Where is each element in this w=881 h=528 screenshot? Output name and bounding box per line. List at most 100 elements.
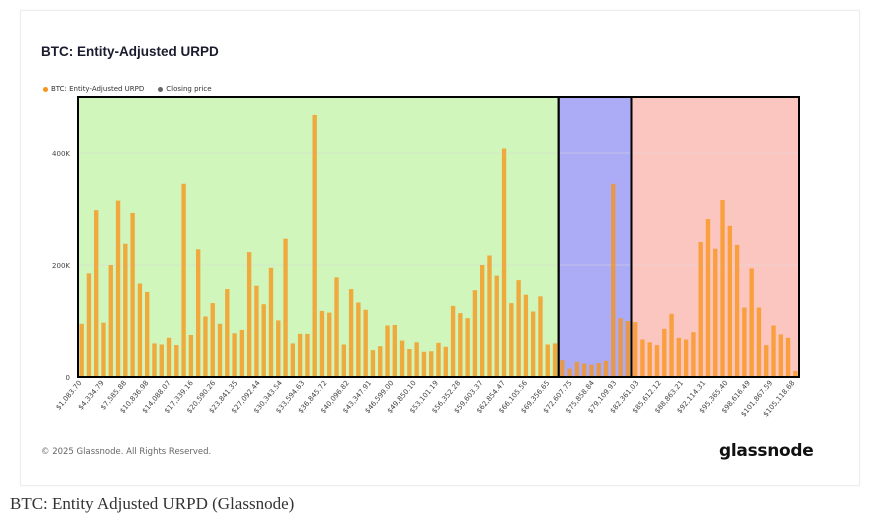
- bar[interactable]: [530, 311, 536, 377]
- legend-item-closing-price[interactable]: Closing price: [158, 85, 212, 93]
- bar[interactable]: [130, 212, 135, 377]
- bar[interactable]: [348, 289, 354, 377]
- bar[interactable]: [625, 321, 631, 377]
- bar[interactable]: [181, 183, 186, 377]
- bar[interactable]: [640, 339, 645, 377]
- bar[interactable]: [283, 238, 288, 377]
- bar[interactable]: [123, 243, 128, 377]
- bar[interactable]: [145, 291, 150, 377]
- bar[interactable]: [334, 277, 339, 377]
- bar[interactable]: [472, 290, 478, 377]
- bar[interactable]: [378, 346, 383, 377]
- bar[interactable]: [538, 296, 543, 377]
- bar[interactable]: [727, 225, 732, 377]
- bar[interactable]: [137, 283, 143, 377]
- bar[interactable]: [421, 351, 427, 377]
- bar[interactable]: [647, 342, 652, 377]
- bar[interactable]: [676, 337, 682, 377]
- bar[interactable]: [356, 302, 361, 377]
- bar[interactable]: [494, 275, 499, 377]
- bar[interactable]: [611, 183, 616, 377]
- bar[interactable]: [516, 280, 521, 377]
- bar[interactable]: [239, 329, 245, 377]
- bar[interactable]: [523, 294, 529, 377]
- bar[interactable]: [174, 345, 179, 377]
- bar[interactable]: [115, 200, 121, 377]
- bar[interactable]: [203, 316, 208, 377]
- bar[interactable]: [188, 335, 194, 377]
- bar[interactable]: [734, 244, 740, 377]
- bar[interactable]: [79, 323, 84, 377]
- bar[interactable]: [458, 313, 463, 377]
- bar[interactable]: [392, 324, 397, 377]
- bar[interactable]: [399, 340, 405, 377]
- bar[interactable]: [312, 114, 317, 378]
- bar[interactable]: [254, 285, 259, 377]
- bar[interactable]: [764, 345, 769, 377]
- bar[interactable]: [152, 343, 157, 377]
- bar[interactable]: [596, 363, 601, 377]
- bar[interactable]: [414, 342, 419, 377]
- bar[interactable]: [217, 323, 223, 377]
- bar[interactable]: [589, 364, 594, 377]
- bar[interactable]: [632, 322, 638, 377]
- bar[interactable]: [509, 303, 514, 377]
- bar[interactable]: [443, 346, 448, 377]
- bar[interactable]: [683, 339, 689, 377]
- bar[interactable]: [778, 334, 783, 377]
- bar[interactable]: [385, 325, 390, 377]
- bar[interactable]: [268, 267, 274, 377]
- legend-item-urpd[interactable]: BTC: Entity-Adjusted URPD: [43, 85, 144, 93]
- bar[interactable]: [749, 268, 754, 377]
- bar[interactable]: [101, 322, 106, 377]
- bar[interactable]: [705, 219, 711, 377]
- bar[interactable]: [501, 148, 507, 377]
- bar[interactable]: [720, 200, 725, 377]
- bar[interactable]: [159, 344, 164, 377]
- bar[interactable]: [225, 289, 230, 377]
- bar[interactable]: [574, 361, 580, 377]
- bar[interactable]: [210, 303, 215, 377]
- bar[interactable]: [341, 344, 347, 377]
- bar[interactable]: [86, 273, 92, 377]
- bar[interactable]: [793, 370, 798, 377]
- bar[interactable]: [480, 265, 485, 377]
- bar[interactable]: [662, 328, 667, 377]
- bar[interactable]: [305, 333, 310, 377]
- bar[interactable]: [465, 318, 470, 377]
- bar[interactable]: [108, 265, 113, 377]
- bar[interactable]: [327, 312, 332, 377]
- bar[interactable]: [581, 363, 587, 377]
- bar[interactable]: [370, 350, 376, 377]
- bar[interactable]: [246, 252, 252, 377]
- bar[interactable]: [603, 360, 609, 377]
- bar[interactable]: [487, 255, 492, 377]
- bar[interactable]: [698, 242, 703, 377]
- bar[interactable]: [319, 310, 325, 377]
- bar[interactable]: [771, 325, 776, 377]
- bar[interactable]: [232, 333, 237, 377]
- bar[interactable]: [436, 342, 441, 377]
- bar[interactable]: [297, 333, 303, 377]
- bar[interactable]: [785, 337, 791, 377]
- bar[interactable]: [261, 304, 266, 377]
- bar[interactable]: [560, 360, 565, 377]
- bar[interactable]: [166, 337, 172, 377]
- bar[interactable]: [552, 343, 558, 377]
- bar[interactable]: [713, 248, 718, 377]
- bar[interactable]: [276, 320, 281, 377]
- bar[interactable]: [691, 332, 696, 377]
- bar[interactable]: [742, 307, 747, 377]
- bar[interactable]: [429, 351, 434, 377]
- bar[interactable]: [290, 343, 296, 377]
- bar[interactable]: [450, 305, 456, 377]
- bar[interactable]: [618, 318, 623, 377]
- bar[interactable]: [94, 210, 99, 377]
- bar[interactable]: [545, 344, 550, 377]
- bar[interactable]: [407, 349, 412, 377]
- bar[interactable]: [363, 309, 368, 377]
- bar[interactable]: [669, 313, 674, 377]
- bar[interactable]: [567, 368, 572, 377]
- bar[interactable]: [654, 345, 660, 377]
- bar[interactable]: [756, 307, 762, 377]
